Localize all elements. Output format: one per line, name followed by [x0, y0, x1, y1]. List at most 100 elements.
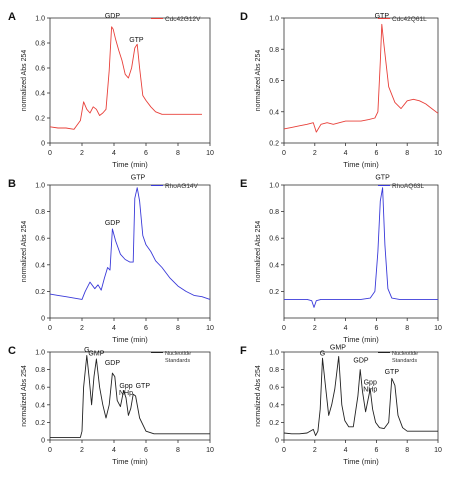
- peak-annotation: G: [320, 351, 325, 358]
- series-line: [284, 187, 438, 308]
- x-tick-label: 2: [313, 447, 317, 454]
- y-tick-label: 0.4: [35, 91, 45, 98]
- x-tick-label: 4: [344, 447, 348, 454]
- x-tick-label: 8: [176, 325, 180, 332]
- x-axis-label: Time (min): [112, 335, 148, 344]
- peak-annotation: GTP: [375, 13, 390, 20]
- y-tick-label: 1.0: [269, 183, 279, 190]
- x-tick-label: 8: [405, 150, 409, 157]
- y-tick-label: 0.6: [269, 385, 279, 392]
- y-axis-label: normalized Abs 254: [21, 221, 28, 283]
- plot-frame: [49, 351, 211, 441]
- y-tick-label: 0.4: [269, 402, 279, 409]
- x-tick-label: 10: [434, 325, 442, 332]
- y-tick-label: 0.2: [269, 420, 279, 427]
- y-tick-label: 1.0: [35, 183, 45, 190]
- legend-label: RhoAQ63L: [392, 183, 425, 190]
- legend-label: Cdc42G12V: [165, 16, 201, 23]
- panel-f: 0 2 4 6 8 10 0 0.2 0.4 0.6 0.8 1.0 Time (min) normali…: [240, 344, 442, 466]
- panel-c: 0 2 4 6 8 10 0 0.2 0.4 0.6 0.8 1.0 Time (min) normali…: [8, 345, 214, 466]
- y-axis-label: normalized Abs 254: [255, 365, 262, 427]
- x-tick-label: 6: [144, 447, 148, 454]
- legend-label: Standards: [392, 358, 417, 364]
- x-tick-label: 8: [176, 150, 180, 157]
- series-line: [49, 26, 202, 130]
- x-tick-label: 0: [282, 325, 286, 332]
- x-tick-label: 0: [282, 447, 286, 454]
- y-tick-label: 0.8: [35, 367, 45, 374]
- x-tick-label: 10: [434, 150, 442, 157]
- x-axis-label: Time (min): [343, 335, 379, 344]
- panel-letter: A: [8, 11, 16, 23]
- y-tick-label: 0.4: [35, 402, 45, 409]
- peak-annotation: GTP: [375, 175, 390, 182]
- panel-letter: B: [8, 178, 16, 190]
- y-tick-label: 0.6: [269, 236, 279, 243]
- x-tick-label: 4: [112, 150, 116, 157]
- legend-label: Nucleotide: [165, 351, 191, 357]
- peak-annotation: NHp: [363, 387, 377, 394]
- x-tick-label: 2: [80, 150, 84, 157]
- peak-annotation: NHp: [119, 390, 133, 397]
- y-tick-label: 0: [41, 438, 45, 445]
- peak-annotation: GDP: [353, 358, 369, 365]
- x-tick-label: 10: [206, 325, 214, 332]
- y-tick-label: 0.8: [269, 209, 279, 216]
- plot-frame: [49, 17, 211, 144]
- x-tick-label: 4: [112, 447, 116, 454]
- y-axis-label: normalized Abs 254: [255, 50, 262, 112]
- x-tick-label: 0: [282, 150, 286, 157]
- y-tick-label: 0.4: [35, 262, 45, 269]
- panel-letter: D: [240, 11, 248, 23]
- peak-annotation: GMP: [88, 351, 104, 358]
- series-line: [283, 355, 438, 437]
- y-tick-label: 0.4: [269, 262, 279, 269]
- y-tick-label: 0.6: [35, 66, 45, 73]
- y-tick-label: 0.6: [269, 78, 279, 85]
- y-tick-label: 0.8: [269, 367, 279, 374]
- peak-annotation: GTP: [131, 175, 146, 182]
- panel-letter: C: [8, 345, 16, 357]
- x-tick-label: 6: [144, 150, 148, 157]
- plot-frame: [49, 184, 211, 319]
- y-tick-label: 0.6: [35, 385, 45, 392]
- panel-d: 0 2 4 6 8 10 0.2 0.4 0.6 0.8 1.0 Time (min) normaliz…: [240, 11, 442, 169]
- panel-letter: F: [240, 345, 247, 357]
- series-line: [50, 355, 210, 438]
- peak-annotation: GTP: [136, 383, 151, 390]
- x-tick-label: 6: [374, 447, 378, 454]
- x-tick-label: 8: [405, 447, 409, 454]
- x-tick-label: 2: [80, 325, 84, 332]
- series-line: [49, 187, 211, 300]
- y-tick-label: 0.2: [35, 420, 45, 427]
- x-tick-label: 8: [176, 447, 180, 454]
- x-tick-label: 4: [344, 150, 348, 157]
- y-tick-label: 0.6: [35, 236, 45, 243]
- x-tick-label: 10: [206, 447, 214, 454]
- legend-label: Standards: [165, 358, 190, 364]
- panel-letter: E: [240, 178, 247, 190]
- peak-annotation: GMP: [330, 344, 346, 351]
- x-axis-label: Time (min): [112, 160, 148, 169]
- x-tick-label: 0: [48, 325, 52, 332]
- y-tick-label: 0.8: [269, 47, 279, 54]
- peak-annotation: GDP: [105, 13, 121, 20]
- y-axis-label: normalized Abs 254: [21, 50, 28, 112]
- x-tick-label: 6: [374, 325, 378, 332]
- y-tick-label: 0.2: [35, 289, 45, 296]
- y-axis-label: normalized Abs 254: [255, 221, 262, 283]
- x-tick-label: 2: [80, 447, 84, 454]
- series-line: [283, 23, 439, 133]
- x-tick-label: 6: [374, 150, 378, 157]
- x-tick-label: 10: [434, 447, 442, 454]
- y-tick-label: 0.2: [269, 289, 279, 296]
- legend-label: Cdc42Q61L: [392, 16, 427, 23]
- y-axis-label: normalized Abs 254: [21, 365, 28, 427]
- y-tick-label: 1.0: [269, 350, 279, 357]
- y-tick-label: 0: [41, 316, 45, 323]
- peak-annotation: GDP: [105, 220, 121, 227]
- x-tick-label: 4: [344, 325, 348, 332]
- peak-annotation: GDP: [105, 360, 121, 367]
- x-tick-label: 2: [313, 325, 317, 332]
